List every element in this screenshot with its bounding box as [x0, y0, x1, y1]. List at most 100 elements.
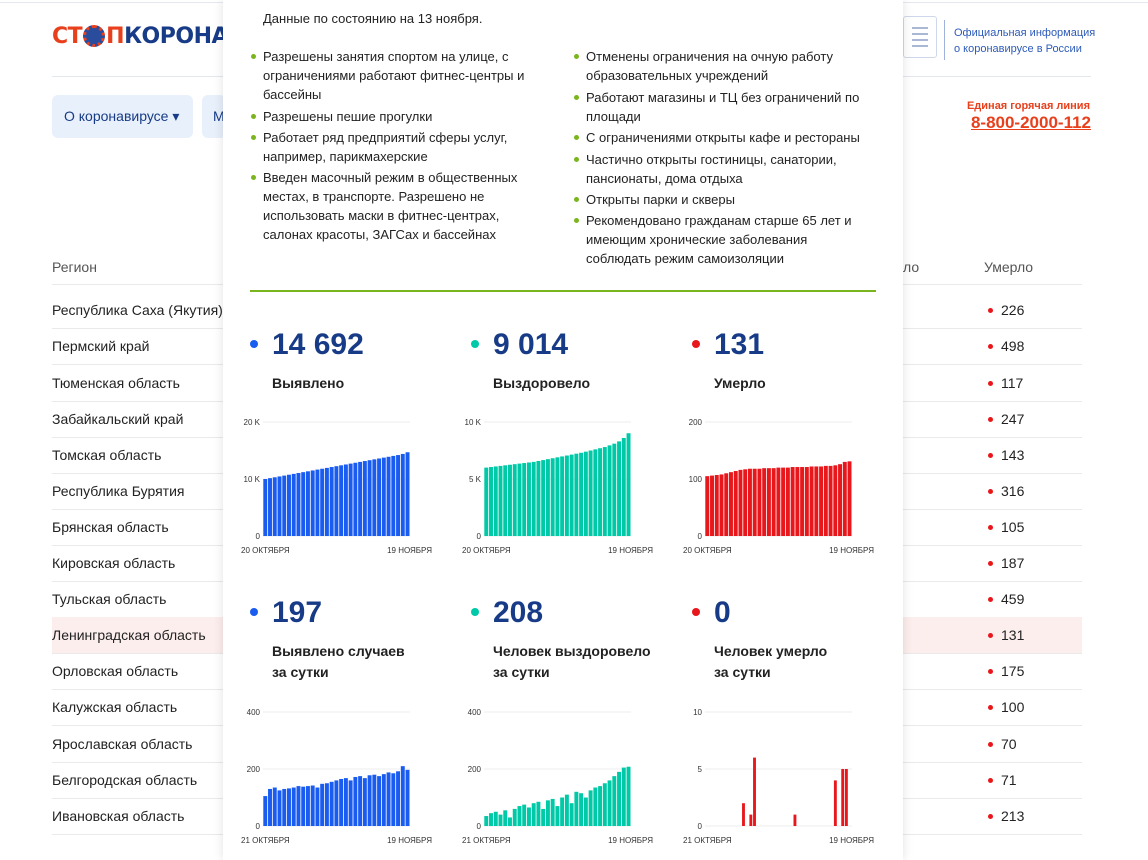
chart-bar[interactable] — [747, 468, 752, 536]
chart-bar[interactable] — [743, 469, 748, 536]
chart-bar[interactable] — [291, 473, 296, 536]
chart-bar[interactable] — [381, 457, 386, 536]
chart-bar[interactable] — [329, 467, 334, 536]
chart-bar[interactable] — [607, 445, 612, 536]
chart-bar[interactable] — [277, 476, 282, 536]
chart-bar[interactable] — [512, 808, 517, 826]
chart-bar[interactable] — [400, 453, 405, 536]
chart-bar[interactable] — [291, 787, 296, 826]
chart-bar[interactable] — [588, 450, 593, 537]
chart-bar[interactable] — [372, 459, 377, 536]
chart-bar[interactable] — [489, 813, 493, 826]
nav-item-2[interactable]: М — [202, 95, 226, 138]
chart-bar[interactable] — [396, 455, 401, 536]
hotline-number-link[interactable]: 8-800-2000-112 — [970, 113, 1091, 132]
chart-bar[interactable] — [785, 467, 790, 536]
chart-bar[interactable] — [842, 461, 847, 536]
government-building-icon[interactable] — [903, 16, 937, 58]
chart-bar[interactable] — [301, 786, 306, 826]
chart-bar[interactable] — [617, 441, 622, 536]
chart-bar[interactable] — [348, 780, 353, 826]
chart-bar[interactable] — [579, 452, 584, 536]
chart-bar[interactable] — [405, 452, 410, 536]
chart-bar[interactable] — [503, 465, 508, 536]
chart-bar[interactable] — [391, 455, 396, 536]
chart-bar[interactable] — [781, 467, 786, 536]
chart-bar[interactable] — [522, 804, 527, 826]
chart-bar[interactable] — [626, 766, 631, 826]
chart-bar[interactable] — [272, 477, 277, 536]
chart-bar[interactable] — [522, 463, 527, 536]
region-name[interactable]: Томская область — [52, 447, 162, 463]
chart-bar[interactable] — [564, 455, 569, 536]
chart-bar[interactable] — [386, 456, 391, 536]
chart-bar[interactable] — [771, 468, 776, 536]
chart-bar[interactable] — [282, 475, 287, 536]
chart-bar[interactable] — [757, 468, 762, 536]
region-name[interactable]: Ярославская область — [52, 736, 193, 752]
chart-bar[interactable] — [593, 449, 598, 536]
chart-bar[interactable] — [793, 814, 797, 826]
chart-bar[interactable] — [531, 803, 536, 826]
chart-bar[interactable] — [517, 463, 522, 536]
chart-bar[interactable] — [833, 780, 837, 826]
chart-bar[interactable] — [749, 814, 753, 826]
chart-bar[interactable] — [263, 479, 268, 536]
chart-bar[interactable] — [705, 476, 710, 536]
chart-bar[interactable] — [574, 791, 579, 826]
chart-bar[interactable] — [607, 780, 612, 826]
chart-bar[interactable] — [569, 803, 574, 826]
chart-bar[interactable] — [405, 769, 410, 826]
chart-bar[interactable] — [282, 788, 287, 826]
chart-bar[interactable] — [598, 448, 603, 536]
chart-bar[interactable] — [574, 453, 579, 536]
chart-bar[interactable] — [560, 797, 565, 827]
chart-bar[interactable] — [742, 803, 745, 826]
chart-bar[interactable] — [602, 447, 607, 536]
gov-info-link[interactable]: Официальная информация о коронавирусе в … — [954, 27, 1096, 55]
chart-bar[interactable] — [526, 462, 531, 536]
chart-bar[interactable] — [296, 473, 301, 536]
chart-bar[interactable] — [329, 781, 334, 826]
chart-bar[interactable] — [489, 467, 493, 536]
chart-bar[interactable] — [621, 437, 626, 536]
chart-bar[interactable] — [272, 787, 277, 826]
chart-bar[interactable] — [320, 468, 325, 536]
chart-bar[interactable] — [498, 814, 503, 826]
chart-bar[interactable] — [268, 788, 272, 826]
chart-bar[interactable] — [729, 472, 733, 536]
chart-bar[interactable] — [833, 465, 838, 536]
chart-bar[interactable] — [828, 465, 833, 536]
chart-bar[interactable] — [752, 468, 757, 536]
chart-bar[interactable] — [343, 464, 348, 536]
chart-bar[interactable] — [560, 456, 565, 536]
chart-bar[interactable] — [598, 786, 603, 826]
chart-bar[interactable] — [484, 467, 489, 536]
chart-bar[interactable] — [809, 466, 814, 536]
region-name[interactable]: Брянская область — [52, 519, 169, 535]
chart-bar[interactable] — [555, 806, 560, 826]
chart-bar[interactable] — [738, 469, 743, 536]
chart-bar[interactable] — [498, 465, 503, 536]
chart-bar[interactable] — [847, 461, 852, 536]
chart-bar[interactable] — [493, 466, 498, 536]
chart-bar[interactable] — [508, 464, 512, 536]
region-name[interactable]: Забайкальский край — [52, 411, 184, 427]
chart-bar[interactable] — [545, 459, 550, 536]
chart-bar[interactable] — [719, 474, 724, 536]
chart-bar[interactable] — [358, 776, 363, 826]
chart-bar[interactable] — [362, 461, 367, 536]
region-name[interactable]: Тульская область — [52, 591, 167, 607]
chart-bar[interactable] — [733, 471, 738, 536]
chart-bar[interactable] — [301, 472, 306, 536]
chart-bar[interactable] — [766, 468, 771, 536]
chart-bar[interactable] — [550, 798, 555, 826]
chart-bar[interactable] — [844, 769, 848, 826]
region-name[interactable]: Кировская область — [52, 555, 176, 571]
chart-bar[interactable] — [484, 816, 489, 826]
chart-bar[interactable] — [503, 810, 508, 826]
chart-bar[interactable] — [536, 460, 541, 536]
chart-bar[interactable] — [377, 776, 382, 826]
chart-bar[interactable] — [569, 454, 574, 536]
chart-bar[interactable] — [493, 811, 498, 826]
